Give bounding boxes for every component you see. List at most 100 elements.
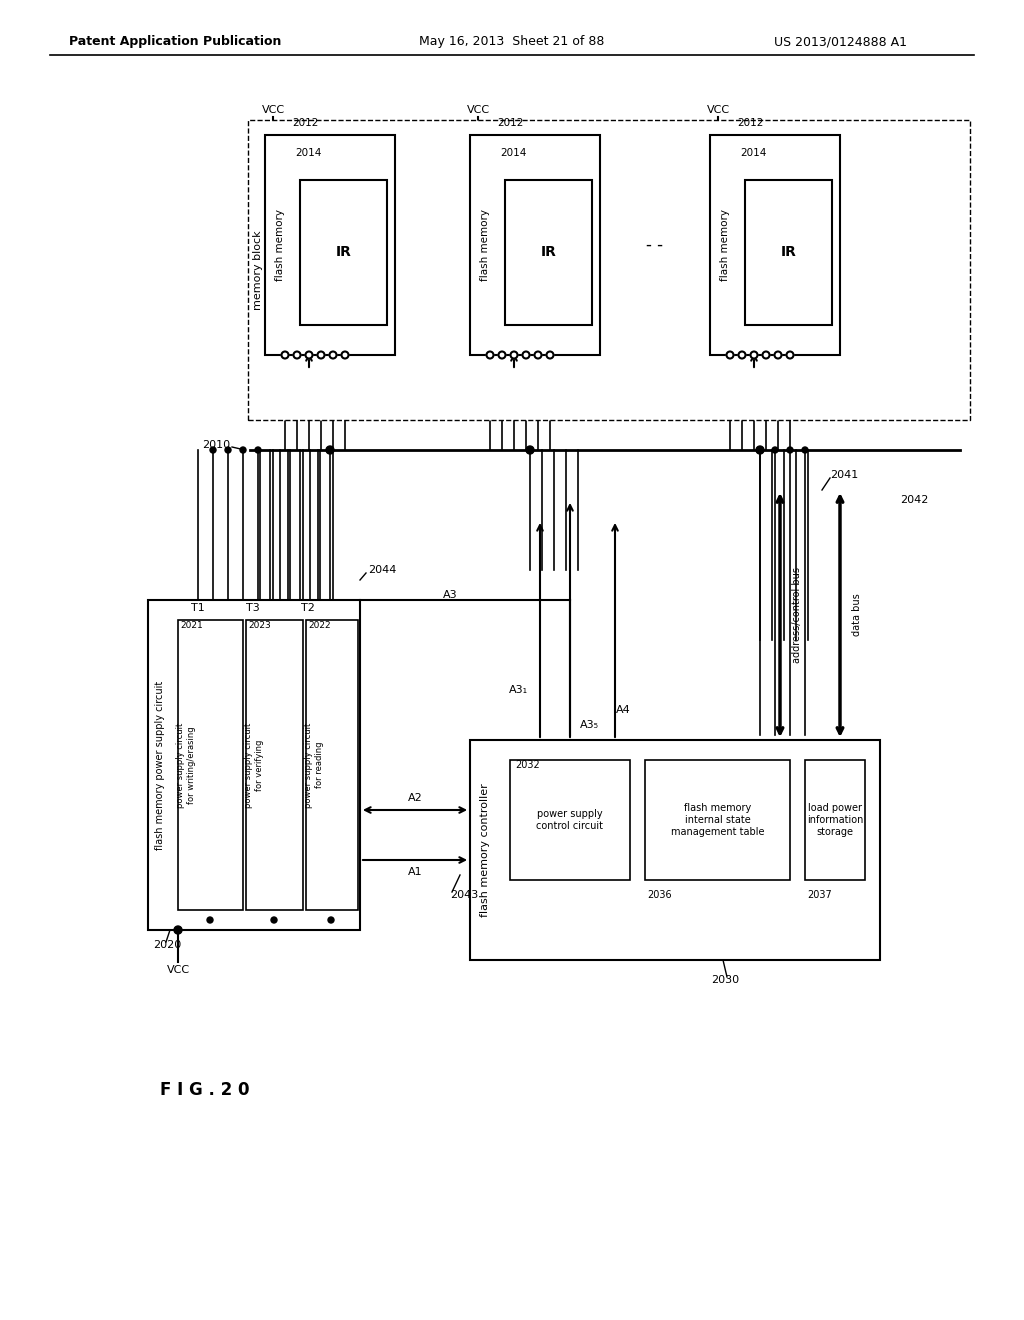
- Text: 2020: 2020: [153, 940, 181, 950]
- Text: 2041: 2041: [830, 470, 858, 480]
- Text: flash memory: flash memory: [480, 209, 490, 281]
- Text: US 2013/0124888 A1: US 2013/0124888 A1: [773, 36, 906, 49]
- Text: 2012: 2012: [737, 117, 763, 128]
- Text: VCC: VCC: [707, 106, 729, 115]
- Text: IR: IR: [336, 246, 351, 260]
- Bar: [148, 601, 360, 931]
- Circle shape: [787, 447, 793, 453]
- Text: A3: A3: [442, 590, 458, 601]
- Bar: [300, 180, 387, 325]
- Text: F I G . 2 0: F I G . 2 0: [160, 1081, 250, 1100]
- Bar: [470, 135, 600, 355]
- Text: power supply circuit
for verifying: power supply circuit for verifying: [245, 722, 264, 808]
- Bar: [265, 135, 395, 355]
- Text: power supply circuit
for writing/erasing: power supply circuit for writing/erasing: [176, 722, 196, 808]
- Circle shape: [763, 351, 769, 359]
- Circle shape: [738, 351, 745, 359]
- Circle shape: [757, 447, 763, 453]
- Circle shape: [341, 351, 348, 359]
- Text: 2014: 2014: [500, 148, 526, 158]
- Bar: [645, 760, 790, 880]
- Bar: [745, 180, 831, 325]
- Text: address/control bus: address/control bus: [792, 568, 802, 663]
- Circle shape: [207, 917, 213, 923]
- Circle shape: [522, 351, 529, 359]
- Circle shape: [328, 917, 334, 923]
- Circle shape: [486, 351, 494, 359]
- Text: 2022: 2022: [308, 620, 331, 630]
- Text: A2: A2: [408, 793, 422, 803]
- Text: 2023: 2023: [248, 620, 270, 630]
- Text: 2032: 2032: [515, 760, 540, 770]
- Circle shape: [225, 447, 231, 453]
- Text: 2036: 2036: [647, 890, 672, 900]
- Text: A1: A1: [408, 867, 422, 876]
- Circle shape: [326, 446, 334, 454]
- Circle shape: [511, 351, 517, 359]
- Circle shape: [526, 446, 534, 454]
- Text: flash memory: flash memory: [720, 209, 730, 281]
- Bar: [246, 620, 303, 909]
- Text: VCC: VCC: [467, 106, 489, 115]
- Text: VCC: VCC: [167, 965, 189, 975]
- Circle shape: [756, 446, 764, 454]
- Text: Patent Application Publication: Patent Application Publication: [69, 36, 282, 49]
- Circle shape: [330, 351, 337, 359]
- Text: A3₁: A3₁: [509, 685, 528, 696]
- Bar: [505, 180, 592, 325]
- Text: flash memory power supply circuit: flash memory power supply circuit: [155, 680, 165, 850]
- Circle shape: [786, 351, 794, 359]
- Text: power supply
control circuit: power supply control circuit: [537, 809, 603, 830]
- Text: May 16, 2013  Sheet 21 of 88: May 16, 2013 Sheet 21 of 88: [419, 36, 605, 49]
- Bar: [248, 120, 970, 420]
- Circle shape: [294, 351, 300, 359]
- Text: memory block: memory block: [253, 230, 263, 310]
- Text: T1: T1: [191, 603, 205, 612]
- Bar: [510, 760, 630, 880]
- Text: - -: - -: [646, 236, 664, 253]
- Circle shape: [772, 447, 778, 453]
- Circle shape: [547, 351, 554, 359]
- Bar: [178, 620, 243, 909]
- Text: VCC: VCC: [261, 106, 285, 115]
- Text: 2012: 2012: [497, 117, 523, 128]
- Text: flash memory: flash memory: [275, 209, 285, 281]
- Circle shape: [271, 917, 278, 923]
- Text: T2: T2: [301, 603, 315, 612]
- Circle shape: [751, 351, 758, 359]
- Circle shape: [255, 447, 261, 453]
- Circle shape: [802, 447, 808, 453]
- Text: power supply circuit
for reading: power supply circuit for reading: [304, 722, 324, 808]
- Text: 2010: 2010: [202, 440, 230, 450]
- Bar: [306, 620, 358, 909]
- Text: A4: A4: [615, 705, 631, 715]
- Circle shape: [282, 351, 289, 359]
- Text: flash memory controller: flash memory controller: [480, 783, 490, 917]
- Circle shape: [240, 447, 246, 453]
- Text: T3: T3: [246, 603, 260, 612]
- Circle shape: [210, 447, 216, 453]
- Text: 2044: 2044: [368, 565, 396, 576]
- Text: 2014: 2014: [740, 148, 766, 158]
- Text: load power
information
storage: load power information storage: [807, 804, 863, 837]
- Text: 2030: 2030: [711, 975, 739, 985]
- Text: 2012: 2012: [292, 117, 318, 128]
- Text: 2042: 2042: [900, 495, 929, 506]
- Circle shape: [774, 351, 781, 359]
- Text: flash memory
internal state
management table: flash memory internal state management t…: [671, 804, 764, 837]
- Text: data bus: data bus: [852, 594, 862, 636]
- Text: A3₅: A3₅: [580, 719, 599, 730]
- Text: 2014: 2014: [295, 148, 322, 158]
- Text: 2021: 2021: [180, 620, 203, 630]
- Bar: [805, 760, 865, 880]
- Text: IR: IR: [780, 246, 797, 260]
- Bar: [710, 135, 840, 355]
- Circle shape: [174, 927, 182, 935]
- Circle shape: [317, 351, 325, 359]
- Circle shape: [305, 351, 312, 359]
- Text: 2037: 2037: [807, 890, 831, 900]
- Text: 2043: 2043: [450, 890, 478, 900]
- Bar: [470, 741, 880, 960]
- Text: IR: IR: [541, 246, 556, 260]
- Circle shape: [726, 351, 733, 359]
